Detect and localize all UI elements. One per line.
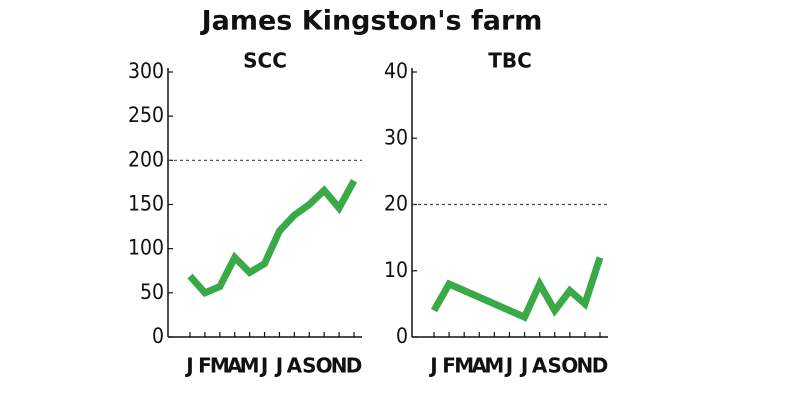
page-title: James Kingston's farm (200, 6, 543, 37)
y-tick-label: 20 (384, 192, 408, 216)
y-tick-label: 0 (152, 324, 164, 348)
y-tick-label: 50 (140, 280, 164, 304)
x-tick-label: J (428, 354, 437, 378)
x-tick-label: M (210, 354, 230, 378)
x-tick-label: F (198, 354, 212, 378)
y-tick-label: 100 (128, 236, 164, 260)
x-tick-label: J (184, 354, 193, 378)
x-tick-label: J (504, 354, 513, 378)
x-tick-label: S (548, 354, 562, 378)
x-tick-label: J (274, 354, 283, 378)
y-tick-label: 250 (128, 103, 164, 127)
y-tick-label: 200 (128, 147, 164, 171)
x-tick-label: A (472, 354, 488, 378)
x-tick-label: O (561, 354, 578, 378)
y-tick-label: 0 (396, 324, 408, 348)
x-tick-label: N (331, 354, 348, 378)
y-tick-label: 10 (384, 258, 408, 282)
x-tick-label: M (484, 354, 504, 378)
y-tick-label: 30 (384, 125, 408, 149)
x-tick-label: J (259, 354, 268, 378)
chart-subtitle: TBC (488, 49, 532, 73)
chart-subtitle: SCC (243, 49, 287, 73)
y-tick-label: 150 (128, 192, 164, 216)
x-tick-label: N (577, 354, 594, 378)
x-tick-label: M (240, 354, 260, 378)
x-tick-label: S (302, 354, 316, 378)
x-tick-label: J (519, 354, 528, 378)
y-tick-label: 300 (128, 59, 164, 83)
x-tick-label: F (442, 354, 456, 378)
x-tick-label: D (592, 354, 609, 378)
x-tick-label: O (316, 354, 333, 378)
y-tick-label: 40 (384, 59, 408, 83)
x-tick-label: A (227, 354, 243, 378)
data-line (187, 178, 358, 298)
data-line (430, 256, 604, 322)
x-tick-label: A (532, 354, 548, 378)
x-tick-label: A (287, 354, 303, 378)
x-tick-label: D (346, 354, 363, 378)
x-tick-label: M (454, 354, 474, 378)
